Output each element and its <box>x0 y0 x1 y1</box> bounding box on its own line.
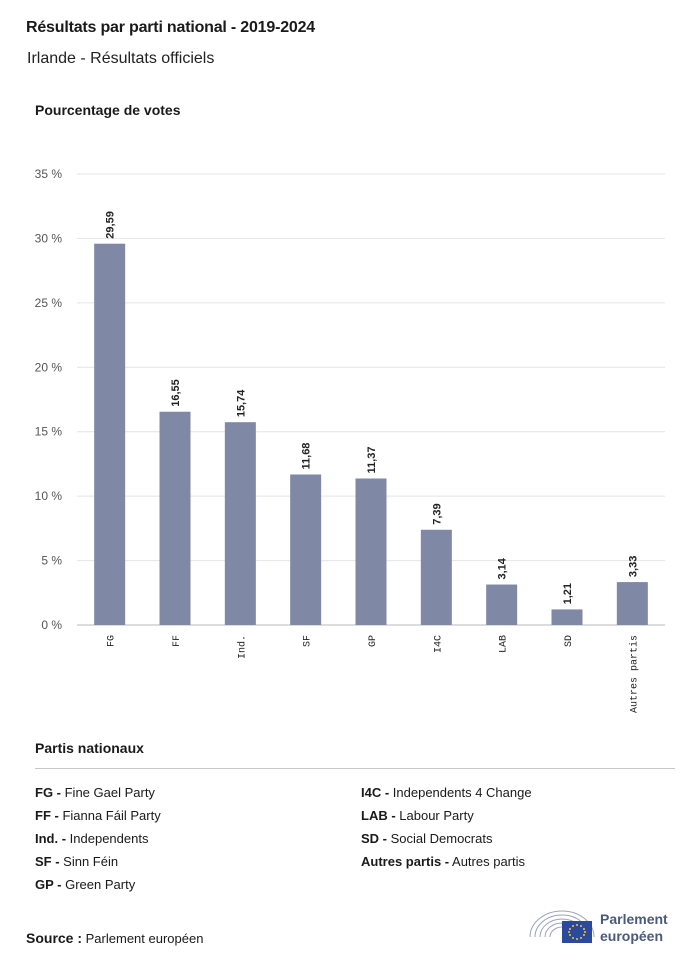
legend-item: SF - Sinn Féin <box>35 854 118 869</box>
legend-name: Social Democrats <box>387 831 493 846</box>
parliament-logo: Parlement européen <box>528 905 678 945</box>
legend-name: Green Party <box>61 877 136 892</box>
bar-value-label: 3,14 <box>497 557 509 579</box>
legend-item: GP - Green Party <box>35 877 135 892</box>
legend-abbr: SF - <box>35 854 60 869</box>
legend-abbr: Autres partis - <box>361 854 450 869</box>
x-tick-label: SD <box>564 635 575 647</box>
bar-value-label: 3,33 <box>627 556 639 577</box>
bar-value-label: 11,37 <box>366 447 378 474</box>
bar <box>355 478 387 625</box>
bar <box>616 582 648 625</box>
legend-abbr: LAB - <box>361 808 396 823</box>
bar <box>94 243 126 625</box>
legend-name: Autres partis <box>449 854 526 869</box>
x-tick-label: LAB <box>499 635 510 653</box>
bar <box>551 609 583 625</box>
source-label: Source : <box>26 930 83 946</box>
source-value: Parlement européen <box>85 931 204 946</box>
legend-name: Fianna Fáil Party <box>58 808 161 823</box>
bar-value-label: 16,55 <box>170 379 182 407</box>
hemicycle-icon <box>529 910 595 943</box>
legend-divider <box>35 768 675 769</box>
y-tick-label: 30 % <box>35 231 63 245</box>
x-tick-label: GP <box>368 635 379 647</box>
legend-item: I4C - Independents 4 Change <box>361 785 532 800</box>
legend-item: FG - Fine Gael Party <box>35 785 155 800</box>
legend-item: SD - Social Democrats <box>361 831 492 846</box>
bar-chart: 0 % 5 % 10 % 15 % 20 % 25 % 30 % 35 % 29,59 FG 16,… <box>35 167 665 713</box>
legend-item: Autres partis - Autres partis <box>361 854 525 869</box>
legend-abbr: SD - <box>361 831 387 846</box>
legend-abbr: FF - <box>35 808 59 823</box>
bar-value-label: 29,59 <box>105 211 117 239</box>
bar-value-label: 1,21 <box>562 583 574 604</box>
y-tick-label: 0 % <box>41 618 62 632</box>
x-tick-label: Ind. <box>236 635 248 659</box>
bar <box>159 411 191 625</box>
y-tick-label: 20 % <box>35 360 63 374</box>
chart-title: Résultats par parti national - 2019-2024 <box>26 19 316 36</box>
x-tick-label: FG <box>107 635 118 647</box>
legend: FG - Fine Gael Party FF - Fianna Fáil Par… <box>35 785 675 900</box>
bar-value-label: 11,68 <box>301 443 313 470</box>
legend-abbr: Ind. - <box>35 831 67 846</box>
x-tick-label: I4C <box>433 635 444 653</box>
legend-title: Partis nationaux <box>35 740 144 756</box>
bar <box>224 422 256 625</box>
source-note: Source : Parlement européen <box>26 930 203 946</box>
legend-abbr: I4C - <box>361 785 390 800</box>
bar <box>486 584 518 625</box>
x-tick-label: SF <box>303 635 314 647</box>
legend-item: FF - Fianna Fáil Party <box>35 808 161 823</box>
legend-item: Ind. - Independents <box>35 831 148 846</box>
legend-name: Independents 4 Change <box>389 785 532 800</box>
y-tick-label: 5 % <box>41 554 62 568</box>
bar-value-label: 15,74 <box>235 389 247 417</box>
legend-abbr: GP - <box>35 877 62 892</box>
legend-name: Labour Party <box>395 808 474 823</box>
y-axis-label: Pourcentage de votes <box>35 102 181 118</box>
chart-subtitle: Irlande - Résultats officiels <box>27 50 215 67</box>
legend-name: Independents <box>66 831 149 846</box>
y-tick-label: 10 % <box>35 489 63 503</box>
x-tick-label: FF <box>172 635 183 647</box>
x-tick-label: Autres partis <box>628 635 640 713</box>
logo-line-2: européen <box>600 928 664 944</box>
bar <box>290 474 322 625</box>
bar <box>420 529 452 625</box>
y-tick-label: 15 % <box>35 425 63 439</box>
logo-line-1: Parlement <box>600 911 668 927</box>
legend-abbr: FG - <box>35 785 61 800</box>
y-tick-label: 35 % <box>35 167 63 181</box>
legend-name: Fine Gael Party <box>61 785 155 800</box>
y-tick-label: 25 % <box>35 296 63 310</box>
bar-value-label: 7,39 <box>431 503 443 524</box>
legend-name: Sinn Féin <box>59 854 119 869</box>
legend-item: LAB - Labour Party <box>361 808 474 823</box>
